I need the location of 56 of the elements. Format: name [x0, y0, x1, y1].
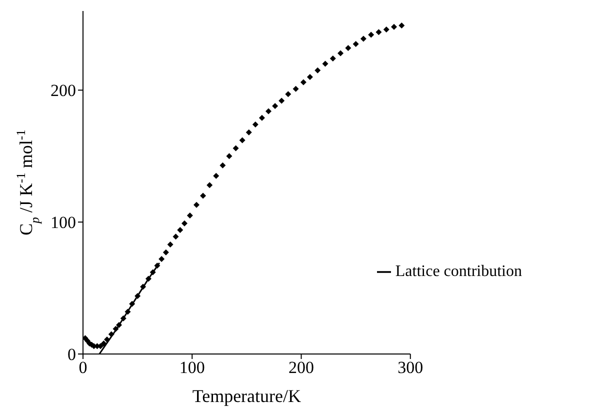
x-axis-title: Temperature/K [192, 386, 302, 406]
point [120, 315, 126, 322]
point [193, 202, 200, 208]
point [140, 284, 146, 290]
x-tick-label: 300 [398, 358, 424, 378]
point [266, 108, 272, 114]
point [100, 340, 107, 346]
point [246, 129, 252, 136]
point [162, 249, 169, 256]
point [368, 32, 374, 38]
y-tick-label: 0 [68, 345, 76, 364]
point [172, 234, 179, 240]
point [383, 26, 390, 32]
point [129, 300, 136, 307]
point [352, 40, 359, 47]
point [226, 153, 232, 160]
point [314, 67, 321, 74]
point [232, 145, 239, 152]
y-tick-label: 100 [50, 213, 76, 232]
point [285, 91, 292, 98]
point [145, 276, 152, 282]
point [213, 172, 220, 179]
point [158, 256, 165, 262]
point [124, 308, 131, 315]
point [177, 226, 184, 233]
x-tick-label: 200 [288, 358, 314, 378]
point [116, 322, 122, 328]
point [220, 162, 226, 168]
legend-label: Lattice contribution [395, 263, 522, 280]
point [360, 36, 366, 42]
point [239, 137, 246, 144]
point [330, 55, 336, 62]
point [272, 102, 278, 109]
point [398, 22, 405, 29]
x-tick-label: 100 [179, 358, 205, 378]
point [306, 74, 313, 80]
point [112, 326, 119, 332]
point [300, 79, 306, 86]
point [167, 242, 174, 248]
point [292, 86, 299, 92]
point [338, 50, 344, 56]
point [345, 44, 352, 51]
y-tick-label: 200 [50, 81, 76, 100]
point [181, 220, 188, 226]
point [154, 262, 160, 269]
point [376, 29, 382, 36]
point [278, 98, 285, 104]
point [206, 182, 213, 188]
point [252, 121, 258, 128]
point [391, 24, 398, 30]
point [200, 192, 206, 199]
point [150, 269, 156, 276]
point [186, 212, 193, 218]
point [322, 60, 328, 67]
point [258, 114, 265, 121]
point [134, 292, 141, 299]
